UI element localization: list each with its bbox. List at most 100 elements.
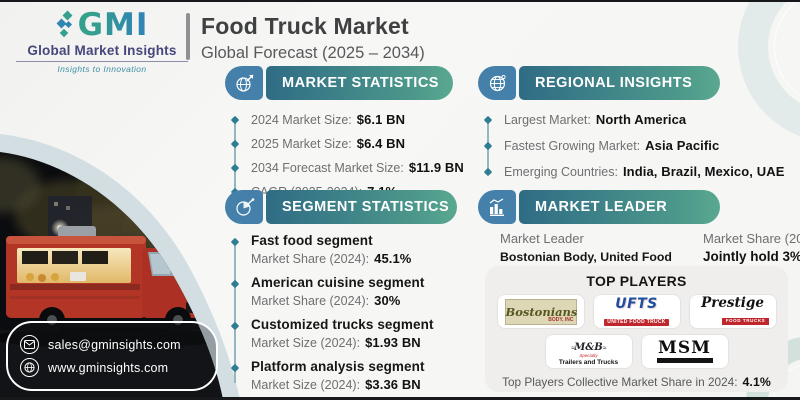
- segment-value: $3.36 BN: [365, 377, 421, 392]
- gmi-company-name: Global Market Insights: [16, 43, 188, 62]
- ufts-logo-subtext: UNITED FOOD TRUCK: [604, 318, 669, 326]
- contact-email-row[interactable]: sales@gminsights.com: [20, 335, 204, 354]
- segment-statistics-list: Fast food segment Market Share (2024): 45…: [234, 233, 457, 392]
- stat-item: 2024 Market Size: $6.1 BN: [251, 112, 453, 127]
- region-item: Largest Market: North America: [504, 112, 800, 127]
- segment-label: Market Share (2024):: [251, 294, 370, 308]
- mb-logo-midtext: Specialty: [579, 353, 598, 359]
- region-value: North America: [595, 112, 687, 127]
- segment-name: Fast food segment: [251, 233, 373, 248]
- regional-insights-bar: REGIONAL INSIGHTS: [519, 66, 720, 100]
- stat-value: $6.4 BN: [356, 136, 406, 151]
- top-edge-divider: [0, 0, 800, 2]
- prestige-logo-text: Prestige: [701, 294, 764, 311]
- player-logo-united-food-trucks: UFTS UNITED FOOD TRUCK: [592, 294, 681, 329]
- page-subtitle: Global Forecast (2025 – 2034): [201, 44, 425, 62]
- regional-insights-chip: [478, 66, 516, 100]
- market-share-label: Market Share (2024): [703, 231, 800, 246]
- gmi-tagline: Insights to Innovation: [57, 64, 147, 74]
- market-leader-header: MARKET LEADER: [478, 190, 720, 224]
- mb-logo-subtext: Trailers and Trucks: [558, 359, 619, 367]
- segment-value: 45.1%: [374, 251, 412, 266]
- section-regional-insights: REGIONAL INSIGHTS Largest Market: North A…: [478, 66, 800, 190]
- title-accent-bar: [186, 13, 190, 60]
- factory-chart-icon: [489, 197, 504, 216]
- stat-label: 2025 Market Size:: [251, 137, 352, 151]
- segment-name: Customized trucks segment: [251, 317, 434, 332]
- market-statistics-bar: MARKET STATISTICS: [266, 66, 453, 100]
- regional-insights-header: REGIONAL INSIGHTS: [478, 66, 720, 100]
- top-players-caption-label: Top Players Collective Market Share in 2…: [502, 375, 738, 389]
- segment-item: Fast food segment Market Share (2024): 45…: [251, 233, 457, 266]
- segment-statistics-bar: SEGMENT STATISTICS: [266, 190, 457, 224]
- section-market-leader: MARKET LEADER Market Leader Bostonian Bo…: [478, 190, 800, 298]
- region-item: Emerging Countries: India, Brazil, Mexico…: [504, 164, 800, 179]
- segment-label: Market Size (2024):: [251, 378, 361, 392]
- stat-item: 2034 Forecast Market Size: $11.9 BN: [251, 160, 464, 175]
- ufts-logo-text: UFTS: [615, 295, 658, 312]
- market-share-value: Jointly hold 3%: [703, 249, 800, 264]
- stat-item: 2025 Market Size: $6.4 BN: [251, 136, 453, 151]
- segment-statistics-chip: [225, 190, 263, 224]
- gmi-logo: GMI Global Market Insights Insights to I…: [16, 7, 188, 74]
- market-statistics-chip: [225, 66, 263, 100]
- page-title-block: Food Truck Market Global Forecast (2025 …: [186, 13, 425, 63]
- segment-label: Market Size (2024):: [251, 336, 361, 350]
- segment-statistics-header: SEGMENT STATISTICS: [225, 190, 457, 224]
- market-statistics-title: MARKET STATISTICS: [282, 75, 439, 91]
- bottom-edge-divider: [0, 397, 800, 400]
- contact-website[interactable]: www.gminsights.com: [48, 360, 169, 375]
- region-label: Emerging Countries:: [504, 165, 618, 179]
- segment-item: Customized trucks segment Market Size (2…: [251, 317, 457, 350]
- stat-label: 2024 Market Size:: [251, 113, 352, 127]
- bostonian-logo-subtext: BODY, INC: [548, 316, 574, 323]
- contact-email[interactable]: sales@gminsights.com: [48, 337, 181, 352]
- stat-label: 2034 Forecast Market Size:: [251, 161, 404, 175]
- player-logo-mb-specialty: ≈M&B≈ Specialty Trailers and Trucks: [544, 334, 633, 369]
- player-logo-bostonian: Bostonians BODY, INC: [496, 294, 585, 329]
- player-logo-msm: MSM: [640, 334, 729, 369]
- globe-wireframe-icon: [489, 74, 506, 91]
- msm-logo-bar: [656, 358, 713, 363]
- segment-statistics-title: SEGMENT STATISTICS: [282, 199, 450, 215]
- market-leader-chip: [478, 190, 516, 224]
- globe-chart-icon: [235, 74, 253, 92]
- region-label: Fastest Growing Market:: [504, 139, 641, 153]
- food-truck-photo-art: [0, 134, 240, 400]
- market-leader-label: Market Leader: [500, 231, 584, 246]
- market-leader-bar: MARKET LEADER: [519, 190, 720, 224]
- market-statistics-list: 2024 Market Size: $6.1 BN 2025 Market Siz…: [234, 112, 464, 199]
- segment-label: Market Share (2024):: [251, 252, 370, 266]
- top-players-title: TOP PLAYERS: [586, 273, 687, 289]
- msm-logo-text: MSM: [658, 338, 711, 358]
- page-title: Food Truck Market: [201, 13, 409, 39]
- top-players-row-2: ≈M&B≈ Specialty Trailers and Trucks MSM: [495, 334, 778, 369]
- bostonian-logo-text: Bostonians: [505, 304, 578, 319]
- top-players-box: TOP PLAYERS Bostonians BODY, INC UFTS UN…: [485, 266, 788, 392]
- contact-website-row[interactable]: www.gminsights.com: [20, 358, 204, 377]
- pie-chart-icon: [235, 197, 254, 216]
- stat-value: $6.1 BN: [356, 112, 406, 127]
- gmi-diamonds-icon: [56, 10, 73, 38]
- contact-card: sales@gminsights.com www.gminsights.com: [6, 321, 218, 391]
- player-logo-prestige: Prestige FOOD TRUCKS: [688, 294, 777, 329]
- regional-insights-list: Largest Market: North America Fastest Gro…: [487, 112, 800, 179]
- segment-item: American cuisine segment Market Share (2…: [251, 275, 457, 308]
- top-players-row-1: Bostonians BODY, INC UFTS UNITED FOOD TR…: [495, 294, 778, 329]
- stat-value: $11.9 BN: [408, 160, 464, 175]
- region-item: Fastest Growing Market: Asia Pacific: [504, 138, 800, 153]
- segment-item: Platform analysis segment Market Size (2…: [251, 359, 457, 392]
- market-leader-title: MARKET LEADER: [535, 199, 668, 215]
- mb-logo-text: M&B: [574, 341, 603, 353]
- segment-value: $1.93 BN: [365, 335, 421, 350]
- region-label: Largest Market:: [504, 113, 591, 127]
- section-segment-statistics: SEGMENT STATISTICS Fast food segment Mar…: [225, 190, 457, 400]
- website-globe-icon: [20, 358, 39, 377]
- prestige-logo-subtext: FOOD TRUCKS: [721, 318, 770, 325]
- top-players-caption-value: 4.1%: [742, 375, 771, 389]
- regional-insights-title: REGIONAL INSIGHTS: [535, 75, 693, 91]
- market-statistics-header: MARKET STATISTICS: [225, 66, 453, 100]
- gmi-logo-text: GMI: [77, 7, 149, 43]
- top-players-caption: Top Players Collective Market Share in 2…: [495, 375, 778, 389]
